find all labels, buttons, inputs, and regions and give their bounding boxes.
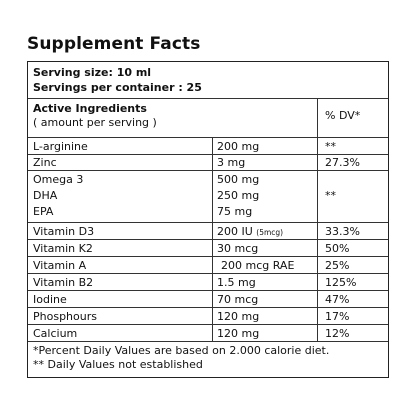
row-dv: 27.3% — [325, 156, 360, 169]
row-divider — [28, 170, 388, 171]
row-divider — [28, 290, 388, 291]
row-dv: 17% — [325, 310, 350, 323]
row-dv: 50% — [325, 242, 350, 255]
row-name: Vitamin B2 — [33, 276, 94, 289]
servings-per-container: Servings per container : 25 — [33, 81, 202, 94]
row-name: Vitamin D3 — [33, 225, 95, 238]
row-amount-note: (5mcg) — [256, 228, 284, 237]
row-amount: 70 mcg — [217, 293, 259, 306]
row-dv: 25% — [325, 259, 350, 272]
row-amount: 120 mg — [217, 310, 260, 323]
row-name: DHA — [33, 189, 58, 202]
footnote-not-established: ** Daily Values not established — [33, 358, 203, 371]
row-name: Iodine — [33, 293, 67, 306]
row-name: Zinc — [33, 156, 57, 169]
header-active-ingredients: Active Ingredients — [33, 102, 147, 115]
row-amount: 200 mcg RAE — [221, 259, 295, 272]
row-name: Calcium — [33, 327, 78, 340]
row-divider — [28, 256, 388, 257]
divider-footnotes — [28, 341, 388, 342]
row-amount: 250 mg — [217, 189, 260, 202]
row-divider — [28, 239, 388, 240]
row-dv: 12% — [325, 327, 350, 340]
row-name: Vitamin K2 — [33, 242, 93, 255]
row-amount: 200 IU (5mcg) — [217, 225, 283, 238]
page-title: Supplement Facts — [27, 34, 201, 54]
divider-serving — [28, 98, 388, 99]
row-amount-value: 200 IU — [217, 225, 253, 238]
row-divider — [28, 222, 388, 223]
row-amount: 200 mg — [217, 140, 260, 153]
row-divider — [28, 324, 388, 325]
row-amount: 75 mg — [217, 205, 253, 218]
row-amount: 120 mg — [217, 327, 260, 340]
header-dv: % DV* — [325, 109, 361, 122]
row-amount: 500 mg — [217, 173, 260, 186]
column-divider-dv — [317, 98, 318, 341]
footnote-dv: *Percent Daily Values are based on 2.000… — [33, 344, 330, 357]
row-dv: ** — [325, 140, 336, 153]
header-amount-per-serving: ( amount per serving ) — [33, 116, 157, 129]
row-dv: 47% — [325, 293, 350, 306]
serving-size: Serving size: 10 ml — [33, 66, 152, 79]
row-dv: 33.3% — [325, 225, 360, 238]
row-divider — [28, 307, 388, 308]
row-divider — [28, 154, 388, 155]
row-amount: 30 mcg — [217, 242, 259, 255]
row-amount: 1.5 mg — [217, 276, 256, 289]
row-amount: 3 mg — [217, 156, 246, 169]
row-dv: 125% — [325, 276, 357, 289]
supplement-facts-panel: Serving size: 10 ml Servings per contain… — [27, 61, 389, 378]
divider-header — [28, 137, 388, 138]
row-name: Omega 3 — [33, 173, 84, 186]
row-divider — [28, 273, 388, 274]
row-name: EPA — [33, 205, 54, 218]
row-name: L-arginine — [33, 140, 88, 153]
row-name: Phosphours — [33, 310, 97, 323]
row-dv: ** — [325, 189, 336, 202]
row-name: Vitamin A — [33, 259, 87, 272]
